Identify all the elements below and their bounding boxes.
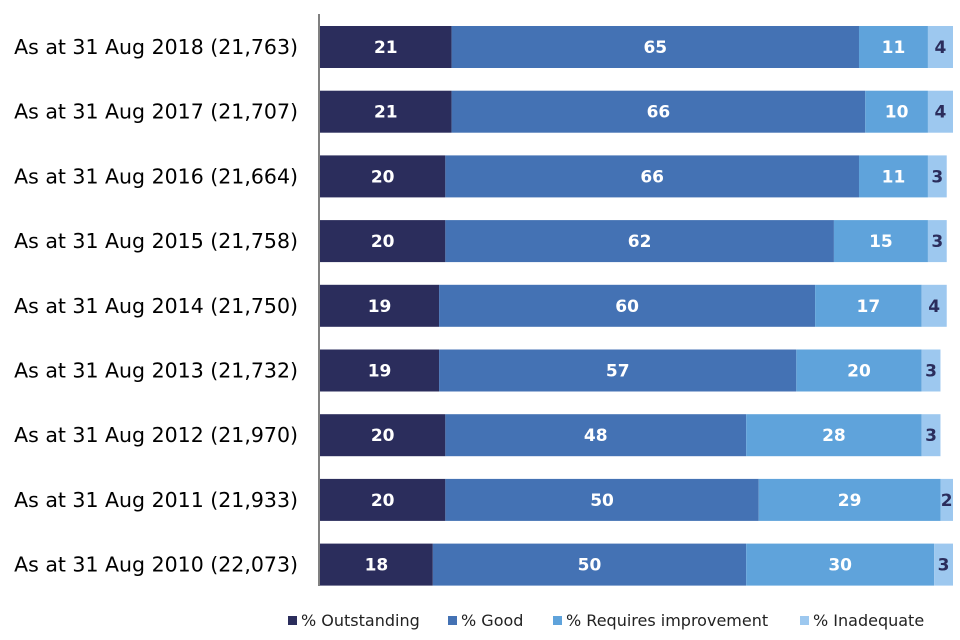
bar-segment: [320, 543, 433, 586]
data-label: 66: [647, 103, 671, 123]
bar-segment: [934, 543, 953, 586]
data-label: 62: [628, 232, 652, 252]
bar-segment: [927, 26, 953, 68]
bar-segment: [320, 349, 440, 392]
bar-segment: [445, 478, 759, 521]
bars: 21 65 11 4 21 66 10 4 20 66 11 3 20 62 15 3 19 60 17 4 19 57 2…: [320, 26, 953, 586]
data-label: 19: [368, 297, 392, 317]
bar-segment: [320, 414, 446, 457]
data-label: 60: [615, 297, 639, 317]
bar-segment: [858, 155, 928, 198]
legend-swatch: [800, 616, 809, 625]
category-label: As at 31 Aug 2015 (21,758): [14, 229, 298, 253]
data-label: 11: [882, 38, 906, 58]
category-label: As at 31 Aug 2016 (21,664): [14, 164, 298, 188]
bar-segment: [439, 284, 816, 327]
bar-segment: [927, 220, 947, 263]
bar-segment: [921, 349, 941, 392]
data-label: 3: [931, 167, 943, 187]
data-label: 48: [584, 426, 608, 446]
bar-segment: [320, 155, 446, 198]
data-label: 20: [371, 491, 395, 511]
data-label: 18: [365, 556, 389, 576]
data-label: 21: [374, 103, 398, 123]
legend-label: % Requires improvement: [566, 611, 768, 630]
bar-segment: [451, 26, 859, 68]
bar-segment: [815, 284, 922, 327]
category-label: As at 31 Aug 2018 (21,763): [14, 35, 298, 59]
bar-segment: [439, 349, 797, 392]
bar-segment: [927, 155, 947, 198]
legend: % Outstanding % Good % Requires improvemen…: [288, 611, 924, 630]
bar-segment: [320, 26, 452, 68]
data-label: 21: [374, 38, 398, 58]
data-label: 28: [822, 426, 846, 446]
data-label: 20: [371, 167, 395, 187]
legend-label: % Good: [461, 611, 523, 630]
legend-swatch: [448, 616, 457, 625]
data-label: 3: [925, 426, 937, 446]
bar-segment: [796, 349, 922, 392]
data-label: 4: [935, 103, 947, 123]
category-label: As at 31 Aug 2011 (21,933): [14, 488, 298, 512]
bar-segment: [858, 26, 928, 68]
data-label: 3: [938, 556, 950, 576]
data-label: 11: [882, 167, 906, 187]
bar-segment: [921, 284, 947, 327]
data-label: 66: [640, 167, 664, 187]
data-label: 50: [578, 556, 602, 576]
bar-segment: [746, 414, 922, 457]
legend-swatch: [288, 616, 297, 625]
bar-segment: [927, 90, 953, 133]
legend-label: % Inadequate: [813, 611, 924, 630]
category-label: As at 31 Aug 2010 (22,073): [14, 553, 298, 577]
bar-segment: [758, 478, 941, 521]
data-label: 17: [857, 297, 881, 317]
legend-label: % Outstanding: [301, 611, 420, 630]
category-label: As at 31 Aug 2014 (21,750): [14, 294, 298, 318]
data-label: 3: [925, 362, 937, 382]
bar-segment: [320, 220, 446, 263]
category-labels: As at 31 Aug 2018 (21,763) As at 31 Aug 2…: [14, 35, 298, 577]
bar-segment: [746, 543, 935, 586]
data-label: 3: [931, 232, 943, 252]
legend-swatch: [553, 616, 562, 625]
data-label: 50: [590, 491, 614, 511]
category-label: As at 31 Aug 2017 (21,707): [14, 100, 298, 124]
bar-segment: [320, 90, 452, 133]
bar-segment: [445, 220, 834, 263]
data-label: 4: [935, 38, 947, 58]
data-label: 2: [941, 491, 953, 511]
bar-segment: [865, 90, 928, 133]
data-label: 15: [869, 232, 893, 252]
bar-segment: [320, 478, 446, 521]
data-label: 65: [643, 38, 667, 58]
bar-segment: [940, 478, 953, 521]
data-label: 29: [838, 491, 862, 511]
bar-segment: [432, 543, 747, 586]
data-label: 20: [371, 426, 395, 446]
data-label: 20: [847, 362, 871, 382]
data-label: 30: [828, 556, 852, 576]
bar-segment: [833, 220, 928, 263]
bar-segment: [445, 414, 747, 457]
bar-segment: [445, 155, 859, 198]
data-label: 4: [928, 297, 940, 317]
bar-segment: [320, 284, 440, 327]
category-label: As at 31 Aug 2012 (21,970): [14, 423, 298, 447]
data-label: 57: [606, 362, 630, 382]
data-label: 20: [371, 232, 395, 252]
data-label: 10: [885, 103, 909, 123]
category-label: As at 31 Aug 2013 (21,732): [14, 359, 298, 383]
bar-segment: [451, 90, 866, 133]
data-label: 19: [368, 362, 392, 382]
bar-segment: [921, 414, 941, 457]
